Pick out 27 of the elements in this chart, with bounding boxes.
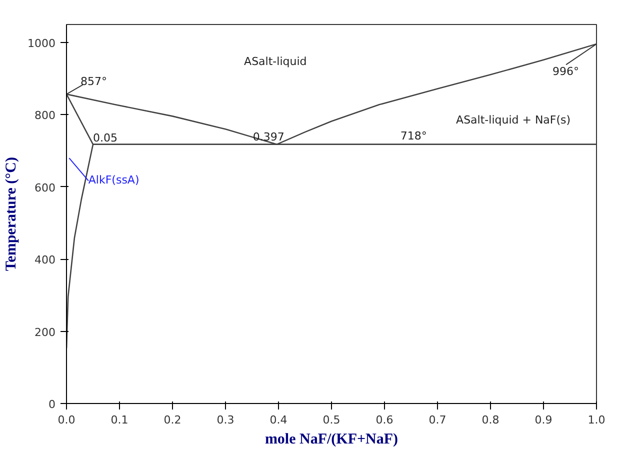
y-tick-label: 800 (34, 109, 56, 122)
x-tick-label: 0.1 (110, 414, 128, 426)
x-axis-title: mole NaF/(KF+NaF) (264, 432, 398, 448)
x-tick-label: 0.2 (164, 414, 182, 426)
y-tick-label: 1000 (28, 37, 56, 50)
annotation: 0.397 (252, 130, 284, 144)
annotation: 0.05 (93, 131, 118, 144)
x-tick-label: 1.0 (588, 414, 606, 426)
annotation: ASalt-liquid + NaF(s) (456, 113, 571, 126)
x-tick-label: 0.9 (534, 414, 552, 426)
x-tick-label: 0.8 (482, 414, 500, 426)
y-tick-label: 400 (34, 254, 56, 267)
y-tick-label: 600 (34, 181, 56, 194)
y-tick-label: 0 (48, 398, 56, 411)
annotation: AlkF(ssA) (88, 173, 140, 186)
x-tick-label: 0.4 (270, 414, 288, 426)
x-tick-label: 0.7 (428, 414, 446, 426)
x-tick-label: 0.3 (216, 414, 234, 426)
annotation: 996° (552, 64, 579, 78)
annotation: 857° (80, 75, 107, 88)
x-tick-label: 0.6 (376, 414, 394, 426)
annotation: 718° (400, 129, 427, 142)
annotation: ASalt-liquid (244, 54, 307, 68)
x-tick-label: 0.5 (322, 414, 340, 426)
y-axis-title: Temperature (°C) (4, 157, 20, 271)
x-tick-label: 0.0 (58, 414, 76, 426)
y-tick-label: 200 (34, 326, 56, 339)
